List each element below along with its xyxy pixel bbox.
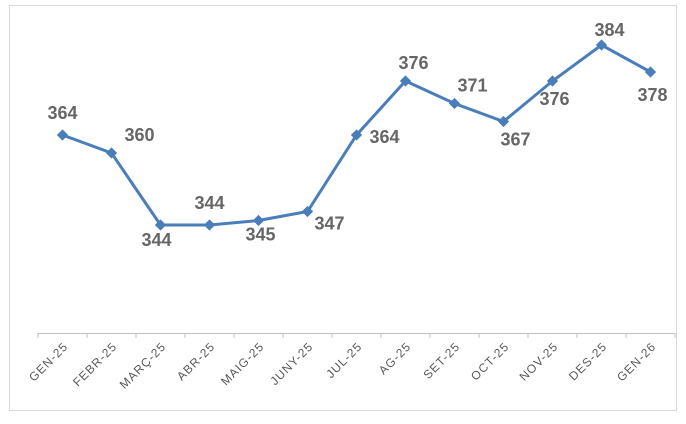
value-label: 364 (369, 127, 399, 147)
value-label: 344 (141, 230, 171, 250)
value-label: 347 (314, 213, 344, 233)
point (301, 205, 314, 218)
point (595, 39, 608, 51)
value-label: 371 (457, 75, 487, 95)
point (252, 214, 265, 227)
value-label: 384 (594, 20, 624, 40)
value-label: 344 (194, 193, 224, 213)
point (350, 129, 363, 141)
value-label: 360 (124, 125, 154, 145)
value-label: 345 (245, 224, 275, 244)
value-label: 378 (637, 85, 667, 105)
point (154, 219, 167, 231)
value-label: 376 (398, 53, 428, 73)
point (203, 219, 216, 231)
value-label: 364 (47, 103, 77, 123)
value-label: 376 (539, 89, 569, 109)
value-label: 367 (500, 129, 530, 149)
